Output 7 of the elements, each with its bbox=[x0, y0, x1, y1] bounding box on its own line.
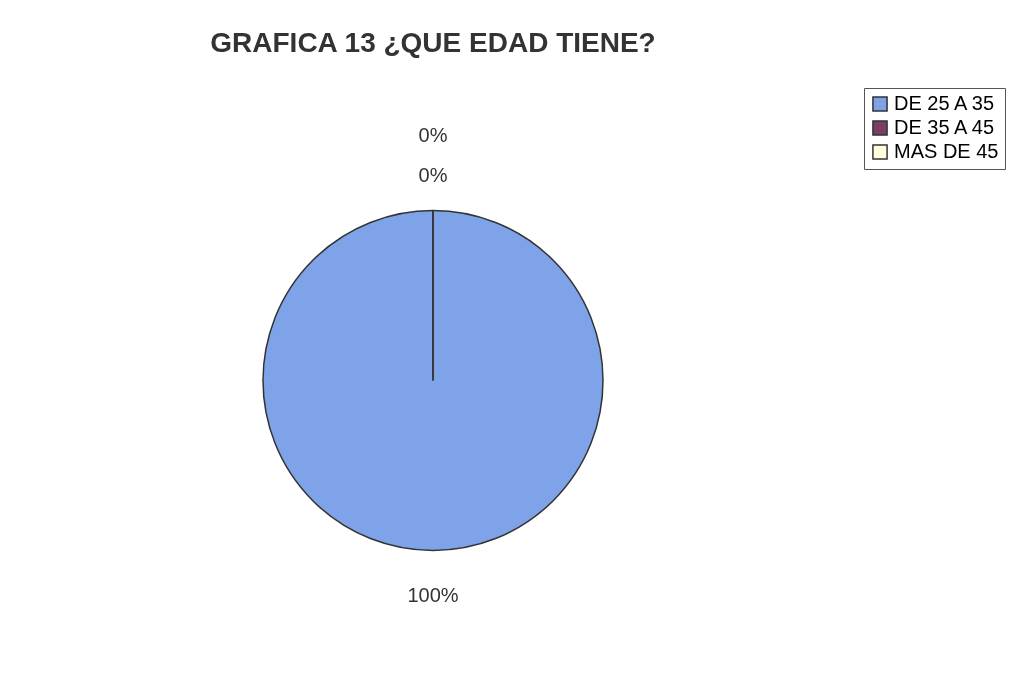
text: 0% bbox=[418, 123, 448, 146]
legend-label: DE 35 A 45 bbox=[894, 116, 995, 138]
chart-title: GRAFICA 13 ¿QUE EDAD TIENE? bbox=[210, 27, 656, 58]
text: 0% bbox=[418, 163, 448, 186]
data-label: 100% bbox=[407, 583, 459, 606]
legend-label: MAS DE 45 bbox=[894, 140, 999, 162]
legend-label: DE 25 A 35 bbox=[894, 92, 995, 114]
